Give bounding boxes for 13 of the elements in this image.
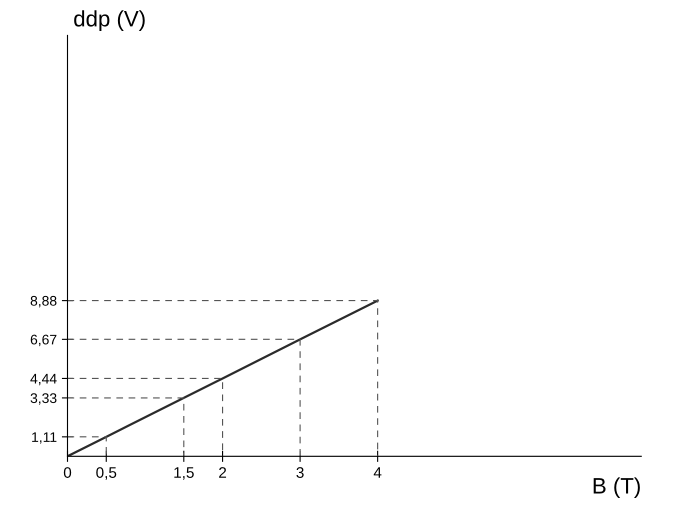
y-tick-label: 8,88	[30, 296, 56, 308]
y-tick-label: 6,67	[30, 334, 56, 346]
y-tick-label: 4,44	[30, 374, 57, 386]
y-tick-label: 3,33	[30, 393, 56, 405]
x-tick-label: 1,5	[174, 467, 194, 480]
x-tick-label: 0,5	[96, 467, 116, 480]
x-tick-label: 4	[374, 467, 382, 478]
x-tick-label: 3	[296, 467, 304, 478]
x-axis-title: B (T)	[594, 477, 640, 498]
x-tick-label: 2	[219, 467, 226, 478]
y-tick-label: 1,11	[32, 432, 56, 444]
y-axis-title: ddp (V)	[74, 10, 145, 31]
x-tick-label: 0	[64, 467, 72, 478]
